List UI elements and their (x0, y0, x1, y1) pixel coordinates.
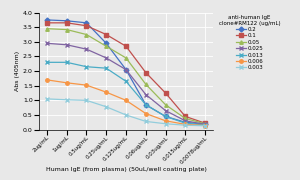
0.006 (65, 82, 68, 84)
0.006 (164, 120, 167, 122)
0.05 (144, 83, 148, 85)
0.1 (184, 115, 187, 118)
0.05 (104, 45, 108, 47)
Line: 0.05: 0.05 (45, 27, 207, 125)
0.025 (203, 123, 207, 125)
0.025 (45, 42, 49, 44)
0.05 (85, 33, 88, 36)
0.2 (104, 42, 108, 44)
0.006 (184, 123, 187, 125)
0.003 (203, 125, 207, 127)
0.1 (85, 25, 88, 27)
X-axis label: Human IgE (from plasma) (50uL/well coating plate): Human IgE (from plasma) (50uL/well coati… (46, 167, 206, 172)
0.013 (144, 104, 148, 106)
0.2 (184, 121, 187, 123)
0.025 (164, 109, 167, 112)
0.025 (184, 120, 187, 122)
0.2 (124, 69, 128, 71)
0.025 (144, 93, 148, 96)
0.025 (85, 48, 88, 50)
0.006 (124, 99, 128, 101)
Line: 0.013: 0.013 (45, 61, 207, 127)
0.2 (85, 22, 88, 24)
0.1 (124, 45, 128, 47)
0.05 (203, 123, 207, 125)
0.05 (45, 28, 49, 30)
0.013 (85, 66, 88, 68)
0.2 (65, 20, 68, 22)
0.025 (65, 44, 68, 46)
Line: 0.006: 0.006 (45, 78, 207, 127)
0.003 (104, 106, 108, 108)
0.013 (124, 80, 128, 82)
0.2 (203, 123, 207, 125)
0.05 (124, 57, 128, 59)
0.013 (45, 61, 49, 63)
0.013 (65, 61, 68, 63)
0.013 (164, 115, 167, 118)
0.003 (184, 124, 187, 126)
0.003 (144, 120, 148, 122)
Line: 0.025: 0.025 (45, 42, 207, 126)
0.2 (45, 19, 49, 21)
Line: 0.1: 0.1 (45, 21, 207, 125)
0.006 (85, 84, 88, 86)
0.003 (45, 98, 49, 100)
Y-axis label: Abs (405nm): Abs (405nm) (15, 51, 20, 91)
0.1 (164, 92, 167, 94)
0.003 (124, 114, 128, 116)
0.013 (104, 67, 108, 69)
0.006 (144, 112, 148, 115)
0.1 (104, 33, 108, 36)
Line: 0.003: 0.003 (45, 97, 207, 128)
0.1 (203, 122, 207, 124)
0.2 (164, 115, 167, 118)
0.1 (65, 22, 68, 24)
0.006 (203, 124, 207, 127)
0.003 (164, 123, 167, 125)
0.05 (164, 104, 167, 106)
0.05 (184, 117, 187, 120)
0.1 (144, 71, 148, 74)
Legend: 0.2, 0.1, 0.05, 0.025, 0.013, 0.006, 0.003: 0.2, 0.1, 0.05, 0.025, 0.013, 0.006, 0.0… (217, 13, 283, 73)
0.05 (65, 28, 68, 31)
0.013 (203, 124, 207, 126)
0.006 (45, 79, 49, 81)
0.025 (104, 57, 108, 59)
0.1 (45, 22, 49, 24)
0.003 (85, 99, 88, 101)
0.2 (144, 104, 148, 106)
0.013 (184, 122, 187, 124)
Line: 0.2: 0.2 (45, 18, 207, 126)
0.003 (65, 99, 68, 101)
0.006 (104, 91, 108, 93)
0.025 (124, 69, 128, 71)
